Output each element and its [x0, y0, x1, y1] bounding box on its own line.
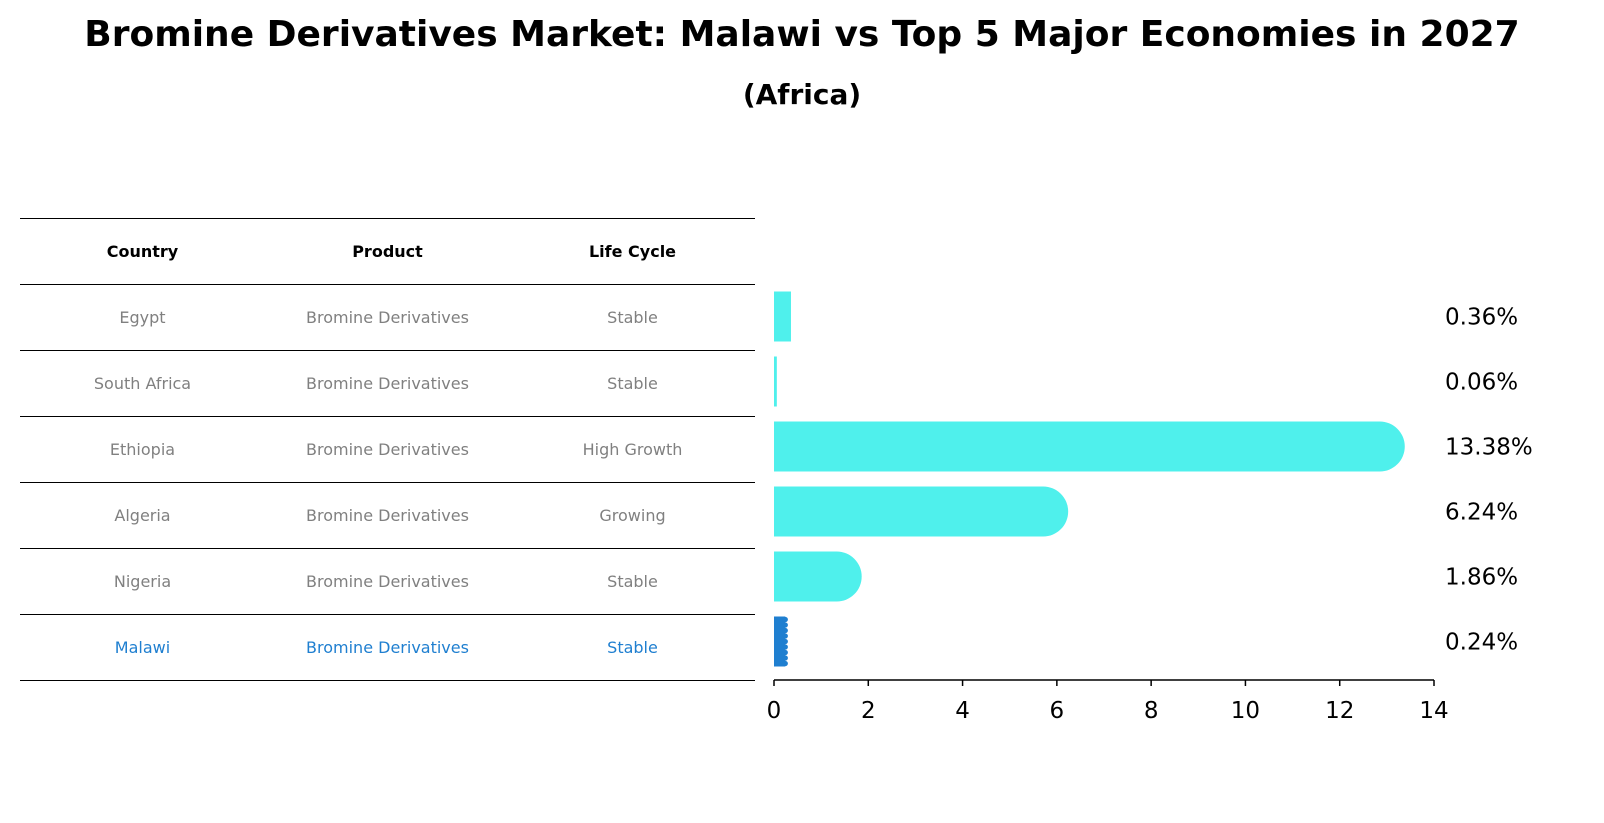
x-tick-label: 10	[1231, 698, 1260, 724]
bar-egypt	[774, 291, 791, 342]
bar-value-label: 0.06%	[1445, 370, 1518, 396]
bar-nigeria	[774, 551, 862, 602]
header-product: Product	[352, 242, 423, 261]
cell-life-cycle: Stable	[607, 308, 658, 327]
table-row: Egypt Bromine Derivatives Stable	[20, 284, 755, 350]
bar-dot	[782, 633, 788, 639]
cell-country: Algeria	[114, 506, 171, 525]
x-tick-label: 8	[1144, 698, 1159, 724]
bar-ethiopia	[774, 421, 1405, 472]
cell-country: Ethiopia	[109, 440, 176, 459]
cell-country: Nigeria	[113, 572, 172, 591]
cell-country: South Africa	[93, 374, 192, 393]
cell-product: Bromine Derivatives	[306, 308, 469, 327]
bar-value-label: 0.24%	[1445, 630, 1518, 656]
x-tick-label: 6	[1050, 698, 1065, 724]
table-header-row: Country Product Life Cycle	[20, 218, 755, 284]
bar-dot	[782, 627, 788, 634]
cell-product: Bromine Derivatives	[306, 572, 469, 591]
x-tick-label: 2	[861, 698, 876, 724]
bar-dot	[782, 622, 788, 628]
cell-life-cycle: Stable	[607, 374, 658, 393]
bar-dot	[782, 616, 788, 623]
cell-country: Malawi	[114, 638, 171, 657]
header-life-cycle: Life Cycle	[588, 242, 677, 261]
chart-title: Bromine Derivatives Market: Malawi vs To…	[84, 14, 1520, 55]
x-tick-label: 14	[1419, 698, 1448, 724]
bar-value-label: 13.38%	[1445, 435, 1533, 461]
x-tick-label: 0	[767, 698, 782, 724]
cell-life-cycle: Growing	[599, 506, 666, 525]
bar-value-label: 1.86%	[1445, 565, 1518, 591]
bar-algeria	[774, 486, 1069, 537]
cell-life-cycle: High Growth	[582, 440, 683, 459]
cell-product: Bromine Derivatives	[306, 638, 469, 657]
x-tick-label: 12	[1325, 698, 1354, 724]
bar-dot	[782, 638, 788, 645]
bar-dot	[782, 649, 788, 656]
cell-life-cycle: Stable	[607, 638, 658, 657]
market-table: Country Product Life Cycle Egypt Bromine…	[20, 218, 755, 681]
bar-dot	[782, 655, 788, 661]
header-country: Country	[106, 242, 179, 261]
table-row: Ethiopia Bromine Derivatives High Growth	[20, 416, 755, 482]
bar-dot	[782, 644, 788, 650]
cell-product: Bromine Derivatives	[306, 506, 469, 525]
cell-country: Egypt	[119, 308, 166, 327]
bar-dot	[782, 660, 788, 667]
chart-subtitle: (Africa)	[742, 78, 862, 111]
cell-life-cycle: Stable	[607, 572, 658, 591]
bar-value-label: 6.24%	[1445, 500, 1518, 526]
table-row: Algeria Bromine Derivatives Growing	[20, 482, 755, 548]
table-row: South Africa Bromine Derivatives Stable	[20, 350, 755, 416]
cell-product: Bromine Derivatives	[306, 374, 469, 393]
table-row-highlighted: Malawi Bromine Derivatives Stable	[20, 614, 755, 681]
bar-value-label: 0.36%	[1445, 305, 1518, 331]
cell-product: Bromine Derivatives	[306, 440, 469, 459]
table-row: Nigeria Bromine Derivatives Stable	[20, 548, 755, 614]
bar-south-africa	[774, 356, 777, 407]
bar-malawi	[774, 616, 786, 667]
x-tick-label: 4	[955, 698, 970, 724]
